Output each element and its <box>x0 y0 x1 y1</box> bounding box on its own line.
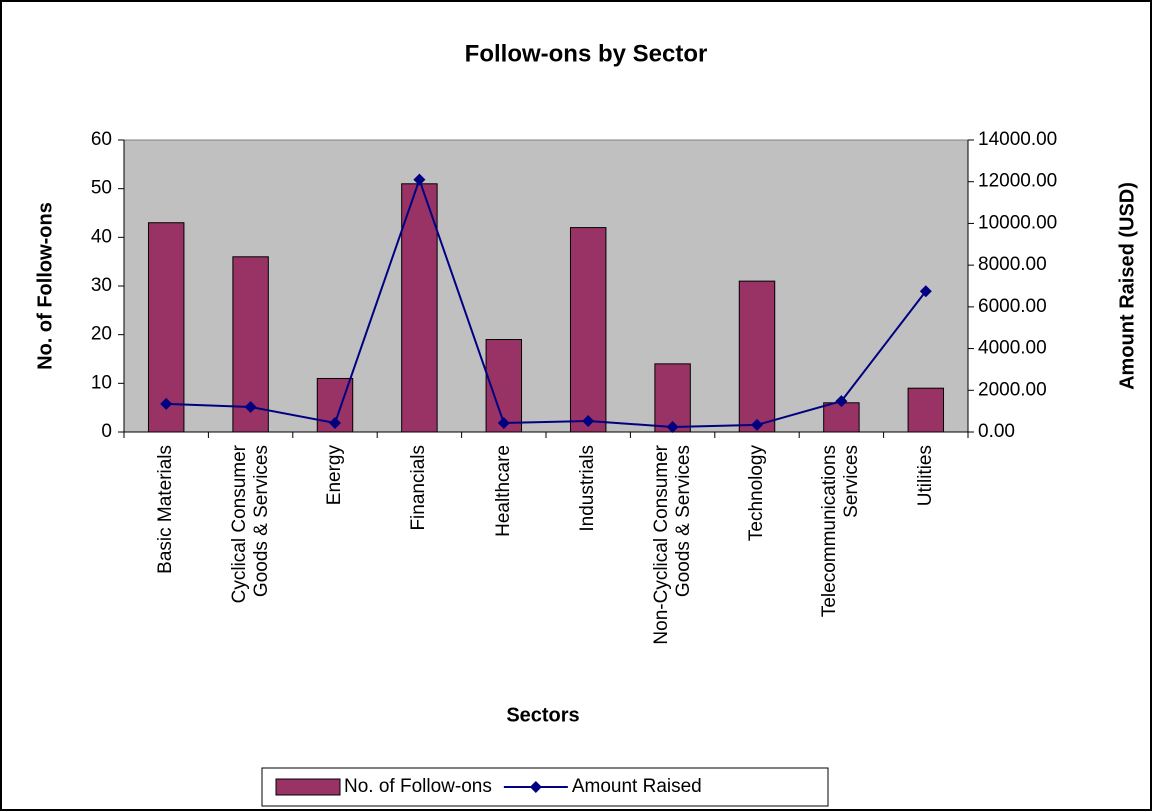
bar <box>569 227 607 433</box>
bar <box>147 222 185 433</box>
y2-tick-label: 4000.00 <box>978 338 1047 359</box>
x-tick-label: Cyclical Consumer Goods & Services <box>228 445 272 604</box>
y2-tick-label: 2000.00 <box>978 379 1047 400</box>
line-marker <box>582 414 595 427</box>
bar <box>485 339 523 433</box>
y2-tick-label: 10000.00 <box>978 212 1057 233</box>
legend-swatch <box>275 778 341 796</box>
y-tick-label: 40 <box>91 226 112 247</box>
y-tick-label: 60 <box>91 129 112 150</box>
line-marker <box>160 397 173 410</box>
x-tick-label: Basic Materials <box>155 445 177 574</box>
y2-tick-label: 0.00 <box>978 421 1015 442</box>
y2-axis-title: Amount Raised (USD) <box>1116 182 1138 390</box>
x-tick-label: Non-Cyclical Consumer Goods & Services <box>650 445 694 645</box>
y2-tick-label: 6000.00 <box>978 296 1047 317</box>
y2-tick-label: 8000.00 <box>978 254 1047 275</box>
chart-title: Follow-ons by Sector <box>465 40 708 67</box>
x-tick-label: Utilities <box>914 445 936 507</box>
y-tick-label: 20 <box>91 324 112 345</box>
x-axis-title: Sectors <box>506 704 579 726</box>
x-tick-label: Technology <box>746 445 767 542</box>
line-marker <box>751 418 763 431</box>
y-tick-label: 0 <box>101 421 112 442</box>
line-marker <box>919 285 932 298</box>
legend-label: Amount Raised <box>572 776 702 797</box>
bar <box>907 387 945 433</box>
y-tick-label: 50 <box>91 178 112 199</box>
x-tick-label: Telecommunications Services <box>819 445 863 618</box>
bar <box>654 363 691 433</box>
line-marker <box>413 173 426 186</box>
legend-label: No. of Follow-ons <box>344 776 492 797</box>
x-tick-label: Energy <box>324 445 345 506</box>
y2-tick-label: 14000.00 <box>978 129 1057 150</box>
x-tick-label: Healthcare <box>492 445 514 537</box>
line-marker <box>329 417 341 430</box>
line <box>166 176 927 428</box>
y2-tick-label: 12000.00 <box>978 171 1057 192</box>
x-tick-label: Financials <box>408 445 430 531</box>
bar <box>738 280 776 433</box>
y-axis-title: No. of Follow-ons <box>34 202 56 370</box>
legend-marker <box>529 781 542 793</box>
bar <box>401 183 438 433</box>
y-tick-label: 10 <box>91 372 112 393</box>
bar <box>823 402 860 433</box>
line-marker <box>835 395 848 408</box>
y-tick-label: 30 <box>91 275 112 296</box>
line-marker <box>666 420 679 433</box>
line-marker <box>497 417 510 430</box>
x-tick-label: Industrials <box>577 445 599 532</box>
line-marker <box>244 400 257 413</box>
